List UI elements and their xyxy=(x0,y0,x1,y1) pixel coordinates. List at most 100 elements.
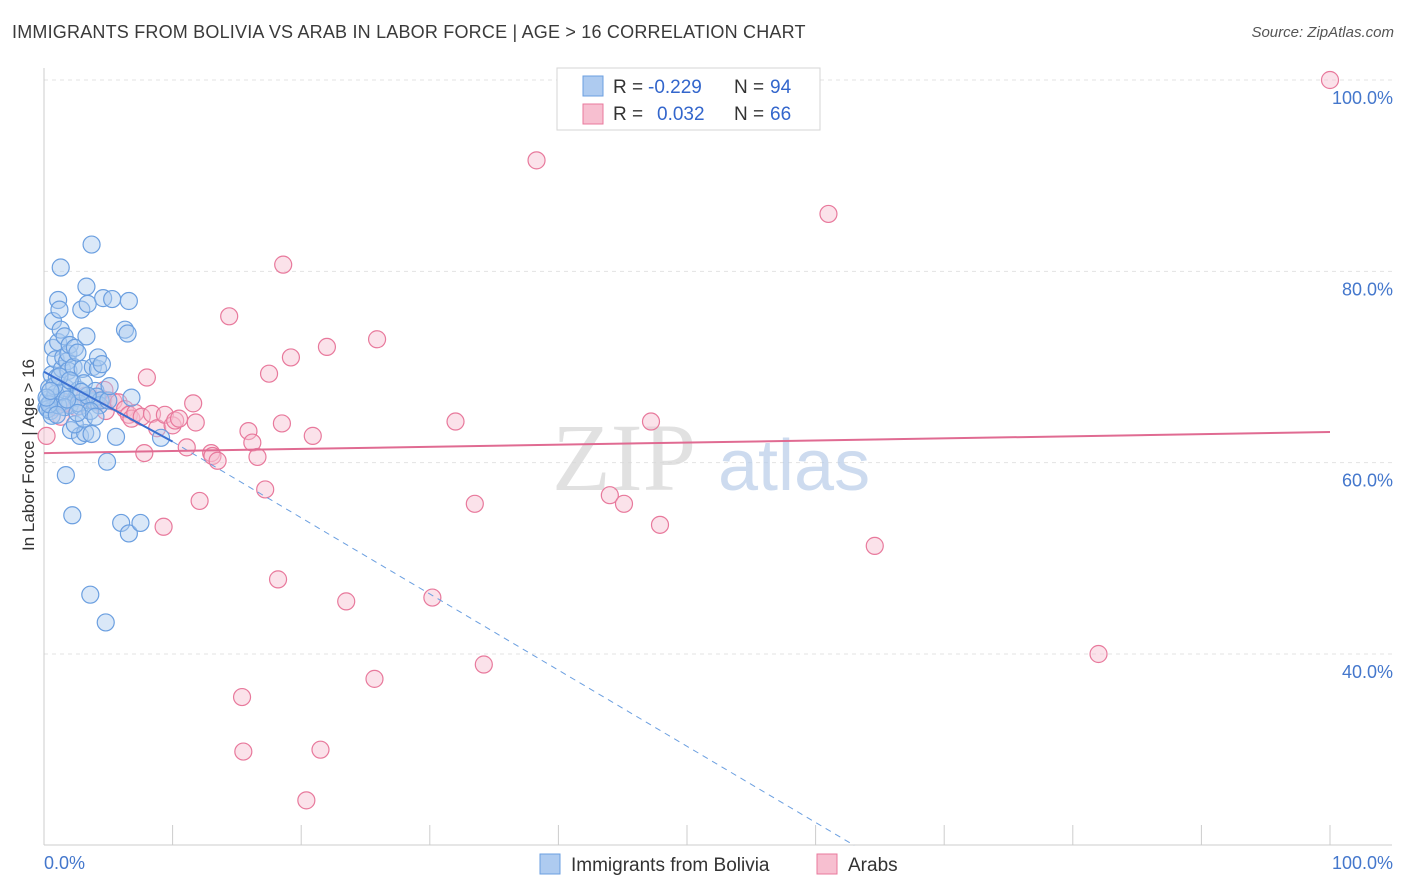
series-legend: Immigrants from Bolivia Arabs xyxy=(539,853,898,876)
y-tick-labels: 40.0% 60.0% 80.0% 100.0% xyxy=(1332,88,1393,682)
watermark-zip: ZIP xyxy=(552,404,696,511)
arabs-point xyxy=(169,409,189,428)
stats-legend: R = -0.229 N = 94 R = 0.032 N = 66 xyxy=(556,67,821,131)
arabs-point xyxy=(297,791,316,810)
arabs-point xyxy=(281,348,301,367)
legend-r-label-arabs: R = xyxy=(613,104,643,125)
bolivia-point xyxy=(70,426,90,445)
arabs-point xyxy=(184,394,203,413)
series-legend-swatch-arabs xyxy=(816,853,838,875)
bolivia-point xyxy=(106,427,126,446)
bolivia-point xyxy=(78,294,97,313)
arabs-point xyxy=(423,588,442,607)
bolivia-trend-extension xyxy=(172,441,855,846)
arabs-point xyxy=(614,494,634,513)
bolivia-point xyxy=(103,289,122,309)
arabs-point xyxy=(1320,70,1340,90)
y-tick-label-80: 80.0% xyxy=(1342,279,1393,299)
bolivia-point xyxy=(49,290,68,310)
arabs-point xyxy=(208,451,227,470)
bolivia-point xyxy=(51,258,70,277)
bolivia-point xyxy=(122,388,141,407)
legend-swatch-arabs xyxy=(582,103,604,125)
bolivia-point xyxy=(47,405,66,424)
bolivia-point xyxy=(131,513,150,533)
legend-n-label-arabs: N = xyxy=(734,104,764,125)
arabs-point xyxy=(337,592,356,611)
arabs-point xyxy=(600,486,619,505)
bolivia-point xyxy=(63,506,82,525)
y-axis-label: In Labor Force | Age > 16 xyxy=(19,359,38,551)
arabs-point xyxy=(154,517,173,536)
arabs-point xyxy=(186,413,205,432)
arabs-point xyxy=(137,368,156,387)
gridlines xyxy=(44,79,1392,655)
bolivia-point xyxy=(68,343,87,362)
bolivia-point xyxy=(58,390,77,409)
arabs-point xyxy=(317,337,337,357)
arabs-point xyxy=(142,404,162,423)
arabs-point xyxy=(465,494,484,513)
bolivia-point xyxy=(64,357,83,377)
chart-title: IMMIGRANTS FROM BOLIVIA VS ARAB IN LABOR… xyxy=(12,22,806,42)
arabs-point xyxy=(1089,644,1108,664)
legend-n-label-bolivia: N = xyxy=(734,77,764,98)
bolivia-point xyxy=(68,403,87,423)
y-tick-label-40: 40.0% xyxy=(1342,662,1393,682)
arabs-point xyxy=(190,491,209,511)
bolivia-point xyxy=(97,452,117,471)
bolivia-point xyxy=(81,585,100,604)
arabs-point xyxy=(365,669,384,688)
series-legend-label-bolivia: Immigrants from Bolivia xyxy=(571,855,770,876)
bolivia-point xyxy=(92,355,111,374)
bolivia-point xyxy=(77,277,96,296)
arabs-point xyxy=(527,151,546,170)
x-ticks xyxy=(43,825,1331,845)
chart-source: Source: ZipAtlas.com xyxy=(1251,24,1394,41)
bolivia-point xyxy=(118,324,137,343)
arabs-point xyxy=(272,414,292,433)
arabs-point xyxy=(274,255,293,274)
bolivia-trend-line xyxy=(43,370,174,443)
arabs-trend-line xyxy=(43,431,1331,455)
bolivia-point xyxy=(41,381,60,401)
legend-swatch-bolivia xyxy=(582,75,604,97)
arabs-point xyxy=(311,740,330,759)
bolivia-point xyxy=(86,407,105,426)
arabs-point xyxy=(474,655,493,674)
arabs-point xyxy=(239,421,258,441)
x-tick-label-min: 0.0% xyxy=(44,853,85,873)
arabs-point xyxy=(268,570,288,589)
bolivia-point xyxy=(55,327,74,346)
y-tick-label-60: 60.0% xyxy=(1342,471,1393,491)
arabs-point xyxy=(650,515,670,534)
y-tick-label-100: 100.0% xyxy=(1332,88,1393,108)
arabs-point xyxy=(303,426,322,445)
arabs-point xyxy=(163,416,182,435)
arabs-point xyxy=(135,444,154,463)
arabs-point xyxy=(641,412,661,431)
arabs-point xyxy=(367,330,387,349)
arabs-point xyxy=(248,447,267,467)
bolivia-point xyxy=(56,466,75,485)
legend-r-label-bolivia: R = xyxy=(613,77,643,98)
bolivia-point xyxy=(65,415,84,434)
legend-r-value-bolivia: -0.229 xyxy=(648,77,702,98)
bolivia-point xyxy=(42,406,61,425)
arabs-point xyxy=(256,480,275,499)
arabs-point xyxy=(243,433,262,452)
arabs-point xyxy=(37,426,56,445)
bolivia-point xyxy=(82,235,101,254)
arabs-point xyxy=(234,742,253,761)
series-legend-swatch-bolivia xyxy=(539,853,561,875)
legend-n-value-arabs: 66 xyxy=(770,104,791,125)
trend-lines xyxy=(43,370,1331,846)
bolivia-point xyxy=(96,613,115,632)
watermark-atlas: atlas xyxy=(718,426,870,506)
bolivia-points xyxy=(37,235,171,632)
bolivia-point xyxy=(82,424,101,444)
bolivia-point xyxy=(46,384,65,403)
bolivia-point xyxy=(77,327,96,346)
arabs-point xyxy=(220,307,239,326)
